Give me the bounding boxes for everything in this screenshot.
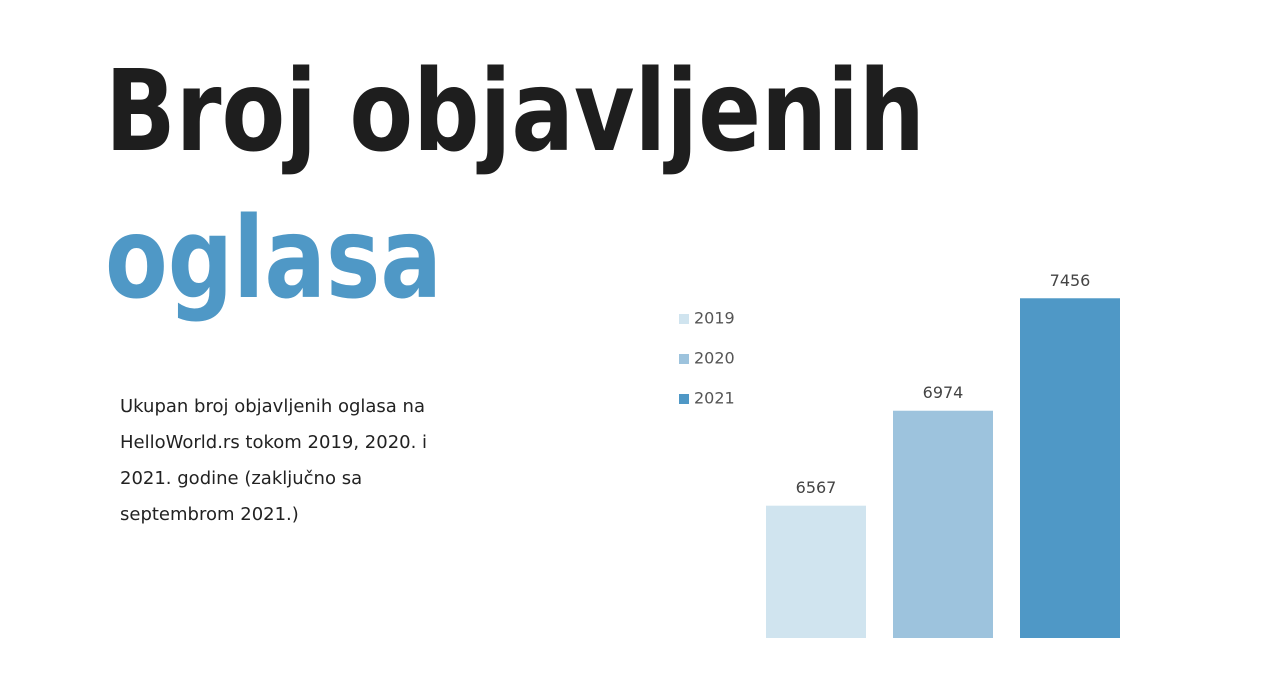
bar: [766, 505, 866, 638]
value-label: 6974: [923, 383, 964, 402]
chart-title: Broj objavljenih: [105, 47, 925, 177]
description: Ukupan broj objavljenih oglasa na HelloW…: [120, 396, 428, 525]
legend-swatch: [679, 314, 689, 324]
value-label: 6567: [796, 478, 837, 497]
value-label: 7456: [1050, 271, 1091, 290]
legend-label: 2019: [694, 309, 735, 328]
bar: [1020, 298, 1120, 638]
legend-swatch: [679, 354, 689, 364]
bar: [893, 410, 993, 638]
legend-label: 2021: [694, 389, 735, 408]
legend-label: 2020: [694, 349, 735, 368]
legend-swatch: [679, 394, 689, 404]
chart-title-highlight: oglasa: [105, 194, 442, 324]
